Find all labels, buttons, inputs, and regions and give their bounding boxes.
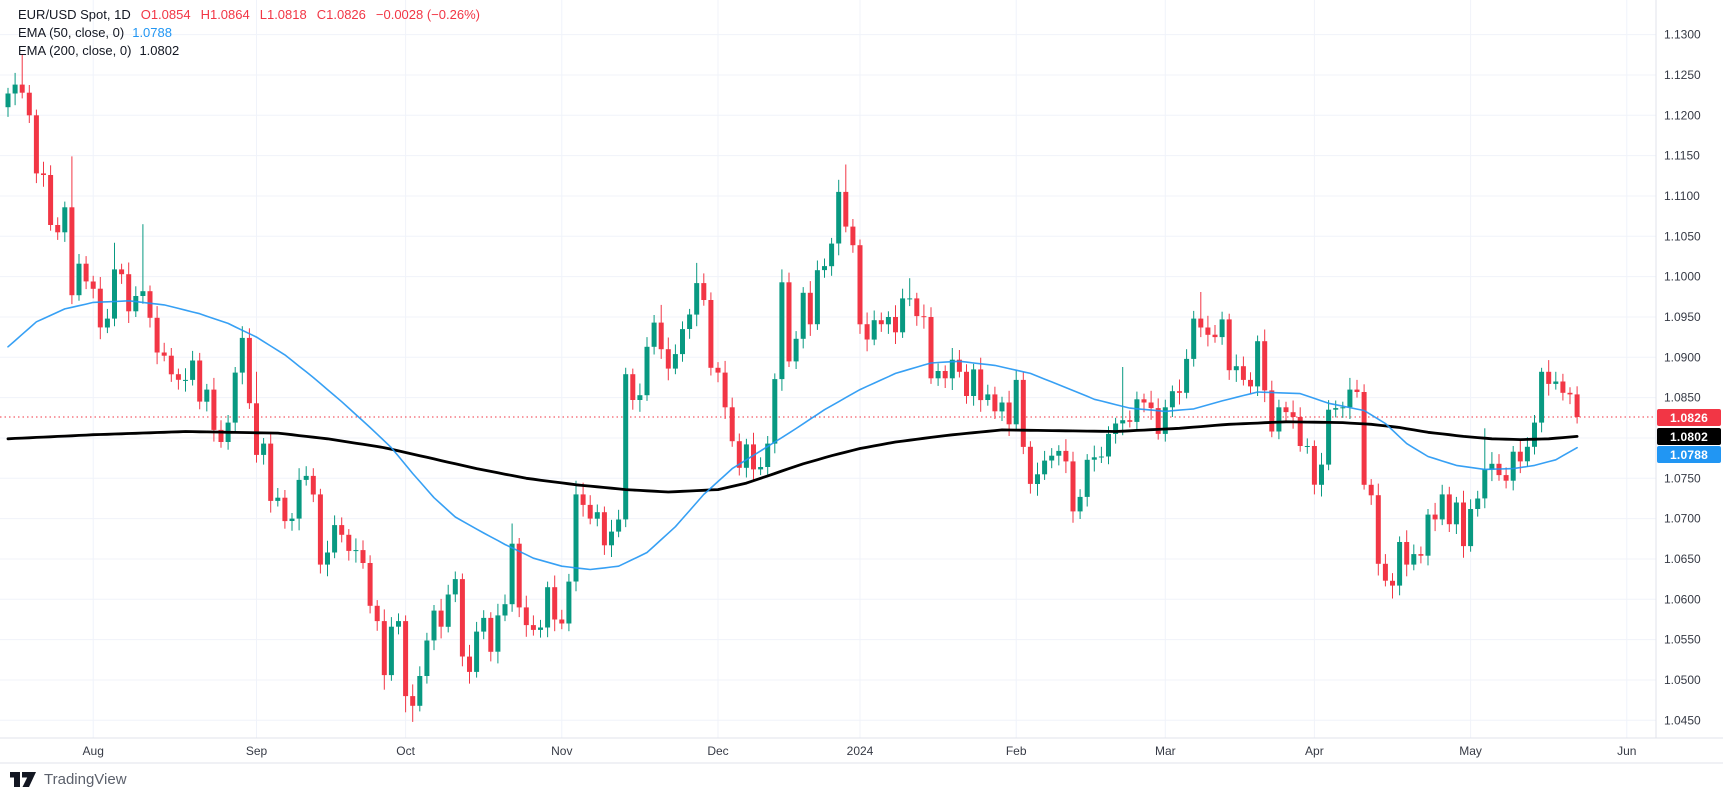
svg-text:1.1250: 1.1250 (1664, 68, 1701, 82)
svg-text:Nov: Nov (551, 744, 572, 758)
time-axis-labels: Aug Sep Oct Nov Dec 2024 Feb Mar Apr May Jun (83, 744, 1637, 758)
legend: EUR/USD Spot, 1D O1.0854 H1.0864 L1.0818 C1.… (18, 6, 480, 60)
time-axis[interactable] (0, 738, 1723, 763)
ema50-value: 1.0788 (132, 25, 172, 40)
ema200-label[interactable]: EMA (200, close, 0) (18, 43, 132, 58)
tradingview-logo[interactable]: TradingView (10, 771, 127, 788)
ema200-value: 1.0802 (139, 43, 180, 58)
svg-text:1.0500: 1.0500 (1664, 673, 1701, 687)
svg-text:1.0600: 1.0600 (1664, 592, 1701, 606)
ema50-label[interactable]: EMA (50, close, 0) (18, 25, 125, 40)
ema50-price-badge: 1.0788 (1657, 446, 1721, 463)
tradingview-wordmark: TradingView (44, 771, 127, 788)
ohlc-high: H1.0864 (200, 7, 250, 22)
svg-text:Oct: Oct (396, 744, 415, 758)
legend-symbol-row: EUR/USD Spot, 1D O1.0854 H1.0864 L1.0818 C1.… (18, 6, 480, 24)
price-axis[interactable] (1656, 0, 1723, 738)
svg-text:1.1100: 1.1100 (1664, 189, 1700, 203)
ema50-line (7, 300, 1578, 571)
svg-text:1.0700: 1.0700 (1664, 512, 1701, 526)
svg-text:2024: 2024 (847, 744, 874, 758)
svg-text:1.0650: 1.0650 (1664, 552, 1701, 566)
grid-lines (0, 0, 1656, 738)
change-value: −0.0028 (−0.26%) (375, 7, 480, 22)
svg-text:Sep: Sep (246, 744, 268, 758)
svg-text:1.1200: 1.1200 (1664, 108, 1701, 122)
svg-text:1.0550: 1.0550 (1664, 633, 1701, 647)
ema200-price-badge: 1.0802 (1657, 428, 1721, 445)
ohlc-open: O1.0854 (140, 7, 191, 22)
svg-text:May: May (1459, 744, 1482, 758)
svg-text:Apr: Apr (1305, 744, 1324, 758)
svg-text:Mar: Mar (1155, 744, 1176, 758)
svg-text:Feb: Feb (1006, 744, 1027, 758)
legend-ema200-row: EMA (200, close, 0) 1.0802 (18, 42, 480, 60)
svg-text:1.1050: 1.1050 (1664, 229, 1701, 243)
ohlc-low: L1.0818 (259, 7, 307, 22)
svg-text:Aug: Aug (83, 744, 104, 758)
svg-text:1.0950: 1.0950 (1664, 310, 1701, 324)
symbol-title[interactable]: EUR/USD Spot, 1D (18, 7, 131, 22)
tradingview-glyph-icon (10, 771, 37, 788)
svg-text:1.1150: 1.1150 (1664, 149, 1700, 163)
svg-text:1.0900: 1.0900 (1664, 350, 1701, 364)
candles (5, 54, 1580, 722)
last-price-badge: 1.0826 (1657, 409, 1721, 426)
svg-text:1.1000: 1.1000 (1664, 270, 1701, 284)
svg-text:1.1300: 1.1300 (1664, 28, 1701, 42)
svg-text:Jun: Jun (1617, 744, 1636, 758)
svg-text:1.0850: 1.0850 (1664, 391, 1701, 405)
ohlc-close: C1.0826 (316, 7, 366, 22)
svg-text:1.0450: 1.0450 (1664, 713, 1701, 727)
svg-text:Dec: Dec (707, 744, 728, 758)
legend-ema50-row: EMA (50, close, 0) 1.0788 (18, 24, 480, 42)
svg-text:1.0750: 1.0750 (1664, 471, 1701, 485)
ema200-line (6, 420, 1579, 494)
